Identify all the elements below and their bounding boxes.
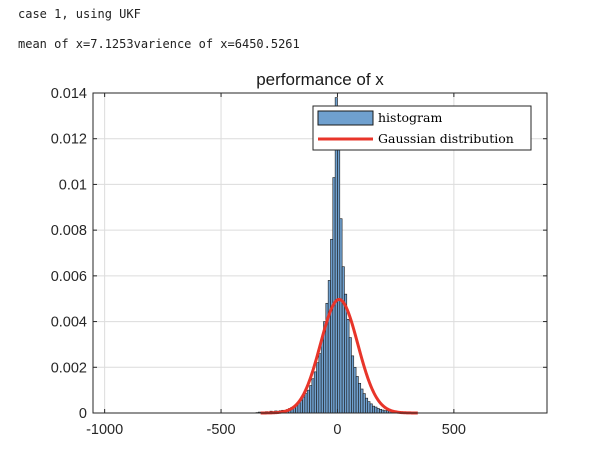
legend-gaussian-label: Gaussian distribution	[378, 131, 514, 146]
y-tick-label: 0.004	[51, 315, 87, 331]
histogram-bar	[346, 318, 350, 414]
gaussian-curve	[260, 297, 418, 415]
histogram-bar	[376, 408, 380, 414]
x-tick-label: -500	[207, 422, 236, 438]
y-tick-label: 0.01	[59, 177, 87, 193]
histogram-bar	[330, 238, 334, 414]
histogram-bar	[318, 353, 322, 414]
histogram-bar	[309, 385, 313, 414]
y-tick-label: 0.006	[51, 269, 87, 285]
x-tick-label: 0	[333, 422, 341, 438]
histogram-bar	[379, 409, 382, 414]
histogram-bar	[313, 371, 317, 414]
console-line-case: case 1, using UKF	[18, 7, 141, 21]
histogram-bar	[351, 355, 355, 414]
plot-frame	[92, 92, 548, 414]
histogram-bar	[320, 339, 324, 414]
y-tick-label: 0.012	[51, 132, 87, 148]
histogram-bar	[358, 382, 362, 414]
histogram-bar	[362, 393, 366, 414]
histogram-bar	[369, 403, 373, 414]
histogram-bar	[327, 280, 331, 414]
histogram-bar	[365, 397, 369, 414]
histogram-bar	[372, 405, 376, 414]
histogram-bar	[337, 145, 341, 414]
histogram-bar	[332, 177, 336, 414]
histogram-bar	[311, 378, 315, 414]
chart-figure: -1000 -500 0 500 0 0.002 0.004 0.006 0.008 0.01 0.…	[51, 70, 548, 438]
legend-histogram-label: histogram	[378, 110, 442, 125]
histogram-bar	[306, 389, 310, 414]
y-tick-label: 0	[79, 406, 87, 422]
histogram-bar	[302, 396, 306, 414]
histogram-bar	[339, 218, 343, 414]
histogram-bar	[360, 388, 364, 414]
histogram-bar	[299, 400, 303, 414]
console-line-stats: mean of x=7.1253varience of x=6450.5261	[18, 37, 300, 51]
y-tick-label: 0.002	[51, 360, 87, 376]
histogram-bar	[341, 266, 345, 414]
histogram-bar	[355, 376, 359, 414]
histogram-bar	[353, 366, 357, 414]
histogram-bar	[374, 406, 378, 414]
y-tick-label: 0.008	[51, 223, 87, 239]
chart-title: performance of x	[256, 70, 384, 89]
x-tick-label: 500	[442, 422, 466, 438]
histogram-bar	[348, 337, 352, 414]
histogram-bar	[344, 293, 348, 414]
histogram-bar	[304, 393, 308, 414]
histogram-bar	[367, 401, 371, 414]
legend-histogram-swatch	[317, 110, 374, 126]
histogram-bar	[316, 362, 320, 414]
axis-ticks: -1000 -500 0 500 0 0.002 0.004 0.006 0.008 0.01 0.…	[51, 86, 547, 438]
legend: histogram Gaussian distribution	[312, 105, 532, 151]
x-tick-label: -1000	[86, 422, 123, 438]
y-tick-label: 0.014	[51, 86, 87, 102]
